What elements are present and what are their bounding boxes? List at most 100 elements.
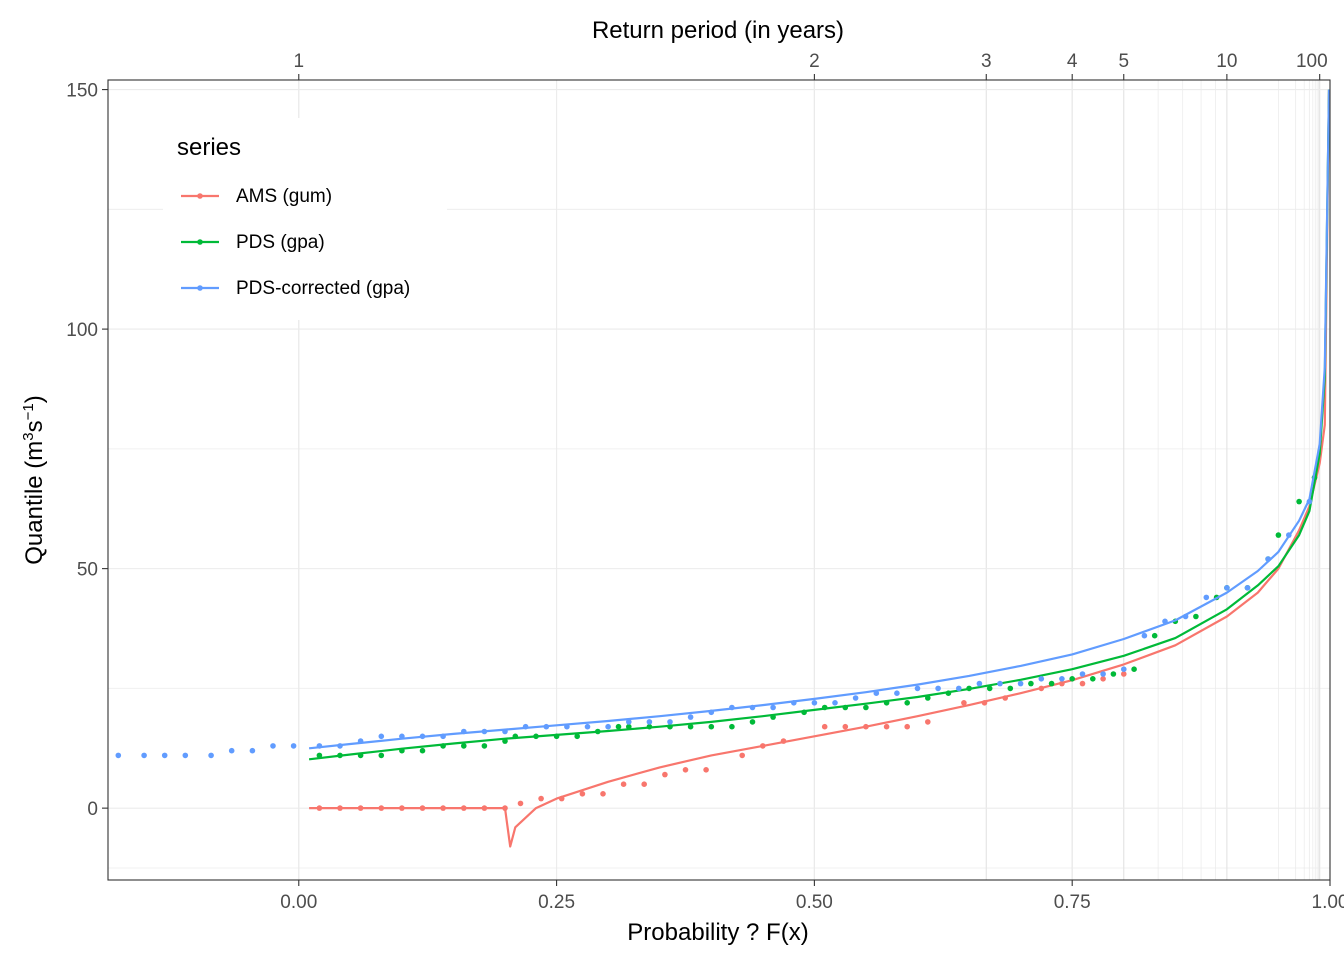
data-point-pds-corrected: [832, 700, 838, 706]
data-point-pds-corrected: [791, 700, 797, 706]
data-point-pds-corrected: [605, 723, 611, 730]
data-point-pds-corrected: [1121, 666, 1127, 672]
data-point-ams: [357, 805, 364, 811]
data-point-ams: [461, 805, 467, 811]
data-point-pds-corrected: [667, 719, 673, 725]
data-point-ams: [842, 723, 849, 730]
data-point-pds-corrected: [316, 743, 323, 749]
data-point-ams: [399, 805, 405, 811]
legend-label-pds: PDS (gpa): [236, 232, 325, 253]
data-point-ams: [419, 805, 426, 811]
data-point-ams: [961, 700, 967, 706]
data-point-pds-corrected: [228, 747, 235, 754]
y-tick-label: 150: [66, 81, 98, 102]
data-point-pds-corrected: [976, 680, 983, 687]
return-period-tick-label: 10: [1216, 51, 1237, 72]
data-point-pds-corrected: [852, 695, 859, 701]
data-point-pds-corrected: [564, 723, 570, 730]
data-point-pds: [729, 723, 735, 730]
data-point-ams: [337, 805, 343, 811]
data-point-pds-corrected: [687, 714, 694, 720]
data-point-pds: [1296, 498, 1302, 505]
data-point-pds: [821, 704, 828, 711]
data-point-pds: [533, 733, 539, 740]
data-point-ams: [1002, 695, 1008, 701]
data-point-pds-corrected: [1203, 594, 1210, 601]
data-point-pds-corrected: [1100, 671, 1106, 677]
series-line-pds-corrected: [308, 89, 1331, 750]
data-point-pds: [966, 685, 972, 692]
data-point-pds: [1151, 632, 1158, 639]
data-point-pds: [595, 728, 601, 735]
data-point-pds: [863, 704, 869, 711]
return-period-tick-label: 2: [809, 51, 820, 72]
data-point-ams: [883, 723, 890, 730]
data-point-pds-corrected: [1079, 671, 1086, 677]
data-point-pds: [770, 714, 776, 720]
data-point-pds-corrected: [461, 728, 467, 735]
data-point-ams: [662, 771, 668, 778]
data-point-pds: [1193, 613, 1199, 620]
data-point-ams: [641, 781, 647, 787]
data-point-pds: [357, 752, 364, 759]
series-layer: [115, 89, 1331, 848]
return-period-tick-label: 5: [1118, 51, 1129, 72]
data-point-pds: [1275, 532, 1282, 538]
data-point-pds-corrected: [708, 709, 715, 716]
data-point-pds: [1028, 680, 1034, 687]
data-point-ams: [1059, 680, 1065, 687]
data-point-pds-corrected: [161, 752, 168, 759]
data-point-pds-corrected: [115, 752, 122, 759]
data-point-ams: [780, 738, 787, 744]
data-point-pds-corrected: [208, 752, 214, 759]
data-point-ams: [925, 719, 931, 725]
data-point-pds: [1090, 676, 1096, 682]
data-point-ams: [378, 805, 385, 811]
data-point-pds: [553, 733, 560, 740]
data-point-pds-corrected: [1224, 585, 1230, 591]
x-tick-label: 0.75: [1054, 892, 1091, 913]
data-point-ams: [316, 805, 323, 811]
data-point-pds: [461, 743, 467, 749]
data-point-pds: [904, 700, 910, 706]
x-axis: 0.00 0.25 0.50 0.75 1.00: [280, 880, 1344, 913]
legend-key-pds-corrected-point: [197, 285, 203, 291]
data-point-pds: [749, 719, 756, 725]
data-point-pds-corrected: [1244, 585, 1251, 591]
data-point-pds: [399, 747, 405, 754]
legend-entry-pds: PDS (gpa): [181, 232, 325, 253]
data-point-pds-corrected: [1182, 613, 1189, 620]
data-point-pds: [801, 709, 807, 716]
data-point-pds-corrected: [419, 733, 426, 740]
data-point-pds-corrected: [1306, 498, 1313, 505]
data-point-pds-corrected: [1038, 676, 1045, 682]
data-point-pds: [626, 723, 632, 730]
data-point-pds-corrected: [543, 723, 550, 730]
data-point-pds: [481, 743, 488, 749]
data-point-ams: [600, 791, 606, 797]
data-point-ams: [904, 723, 910, 730]
y-tick-label: 0: [87, 799, 98, 820]
data-point-pds-corrected: [626, 719, 632, 725]
data-point-pds: [708, 723, 715, 730]
y-tick-label: 100: [66, 320, 98, 341]
legend-label-pds-corrected: PDS-corrected (gpa): [236, 278, 410, 299]
data-point-ams: [863, 723, 869, 730]
data-point-pds-corrected: [1265, 556, 1271, 562]
data-point-ams: [739, 752, 745, 759]
data-point-pds-corrected: [1059, 676, 1065, 682]
data-point-pds: [883, 700, 890, 706]
data-point-ams: [502, 805, 508, 811]
return-period-tick-label: 4: [1067, 51, 1078, 72]
data-point-pds-corrected: [399, 733, 405, 740]
data-point-pds: [842, 704, 849, 711]
data-point-pds: [574, 733, 580, 740]
data-point-ams: [1079, 680, 1086, 687]
data-point-pds-corrected: [141, 752, 147, 759]
series-pds-corrected: [115, 89, 1331, 759]
x-tick-label: 1.00: [1312, 892, 1344, 913]
data-point-pds-corrected: [646, 719, 653, 725]
data-point-ams: [558, 795, 565, 802]
legend-entry-ams: AMS (gum): [181, 186, 332, 207]
x-tick-label: 0.00: [280, 892, 317, 913]
